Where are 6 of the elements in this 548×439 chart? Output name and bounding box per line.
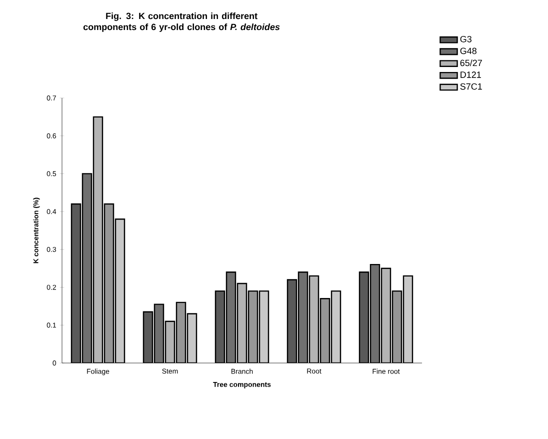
legend-label: D121 [460,72,481,78]
legend-label: G3 [460,36,472,42]
legend-label: G48 [460,48,476,54]
legend-label: 65/27 [460,60,482,66]
chart-title: Fig. 3: K concentration in different components of 6 yr-old clones of P. deltoides [83,12,280,32]
legend-label: S7C1 [460,83,482,90]
